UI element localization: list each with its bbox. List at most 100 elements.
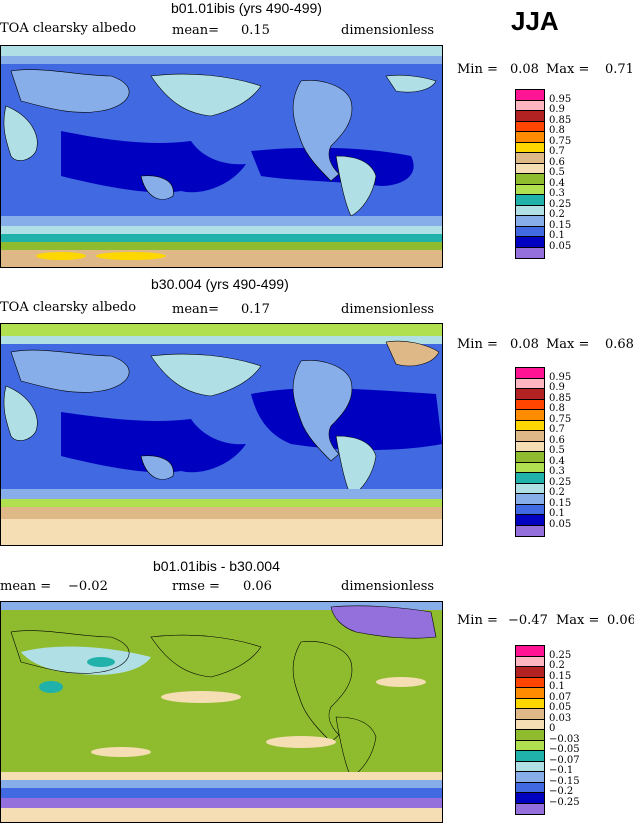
colorbar-tick-label: 0.7	[549, 146, 565, 157]
panel-1-title: b01.01ibis (yrs 490-499)	[171, 0, 322, 16]
panel-3-max-label: Max =	[556, 613, 600, 628]
colorbar-swatch	[516, 740, 544, 751]
colorbar-swatch	[516, 667, 544, 678]
panel-1-units: dimensionless	[341, 23, 435, 38]
colorbar-tick-label: 0.25	[549, 198, 572, 210]
colorbar-tick-label: 0.07	[549, 691, 572, 703]
colorbar-swatch	[516, 525, 544, 536]
panel-2-mean-value: 0.17	[241, 302, 270, 317]
colorbar-tick-label: 0.5	[549, 167, 565, 178]
colorbar-tick-label: 0.25	[549, 476, 572, 488]
colorbar-swatch	[516, 410, 544, 421]
colorbar-swatch	[516, 803, 544, 814]
colorbar-tick-label: −0.1	[549, 765, 574, 776]
panel-1-mean-value: 0.15	[241, 23, 270, 38]
colorbar-tick-label: 0.8	[549, 403, 565, 414]
colorbar-swatch	[516, 368, 544, 379]
colorbar-tick-label: 0.3	[549, 466, 565, 477]
colorbar-tick-label: 0.8	[549, 125, 565, 136]
panel-3-mean-value: −0.02	[68, 579, 108, 594]
colorbar-swatch	[516, 473, 544, 484]
colorbar-tick-label: 0.03	[549, 712, 572, 724]
colorbar-swatch	[516, 452, 544, 463]
colorbar-tick-label: 0.15	[549, 497, 572, 509]
colorbar-swatch	[516, 772, 544, 783]
panel-1-colorbar	[515, 89, 545, 259]
colorbar-swatch	[516, 132, 544, 143]
colorbar-tick-label: 0.85	[549, 392, 572, 404]
panel-2-units: dimensionless	[341, 302, 435, 317]
colorbar-swatch	[516, 761, 544, 772]
panel-3-units: dimensionless	[341, 579, 435, 594]
panel-1-mean-label: mean=	[172, 23, 220, 38]
season-label: JJA	[511, 6, 559, 36]
panel-2-max-label: Max =	[546, 337, 590, 352]
panel-1-min-value: 0.08	[510, 62, 539, 77]
colorbar-swatch	[516, 782, 544, 793]
colorbar-swatch	[516, 751, 544, 762]
panel-3-rmse-value: 0.06	[243, 579, 272, 594]
panel-2-variable-label: TOA clearsky albedo	[0, 300, 137, 315]
colorbar-swatch	[516, 90, 544, 101]
colorbar-tick-label: 0.75	[549, 413, 572, 425]
colorbar-swatch	[516, 121, 544, 132]
colorbar-tick-label: 0.7	[549, 424, 565, 435]
colorbar-tick-label: 0.95	[549, 93, 572, 105]
colorbar-tick-label: 0.9	[549, 104, 565, 115]
colorbar-swatch	[516, 420, 544, 431]
colorbar-swatch	[516, 205, 544, 216]
colorbar-swatch	[516, 515, 544, 526]
colorbar-tick-label: 0.1	[549, 230, 565, 241]
colorbar-tick-label: 0.05	[549, 240, 572, 252]
panel-3-rmse-label: rmse =	[172, 579, 220, 594]
colorbar-tick-label: 0.05	[549, 702, 572, 713]
colorbar-tick-label: −0.25	[549, 796, 580, 808]
panel-3-mean-label: mean =	[0, 579, 52, 594]
colorbar-swatch	[516, 730, 544, 741]
panel-2-min-label: Min =	[457, 337, 498, 352]
colorbar-tick-label: 0.1	[549, 681, 565, 692]
panel-1-map	[0, 45, 443, 268]
colorbar-tick-label: 0.1	[549, 508, 565, 519]
colorbar-swatch	[516, 698, 544, 709]
colorbar-swatch	[516, 719, 544, 730]
panel-3-max-value: 0.06	[607, 613, 634, 628]
colorbar-tick-label: −0.05	[549, 744, 580, 755]
colorbar-swatch	[516, 216, 544, 227]
colorbar-tick-label: −0.07	[549, 754, 580, 766]
colorbar-tick-label: 0.3	[549, 188, 565, 199]
colorbar-tick-label: 0.15	[549, 219, 572, 231]
colorbar-swatch	[516, 153, 544, 164]
colorbar-swatch	[516, 378, 544, 389]
colorbar-swatch	[516, 793, 544, 804]
colorbar-swatch	[516, 195, 544, 206]
colorbar-tick-label: 0.4	[549, 455, 565, 467]
colorbar-swatch	[516, 184, 544, 195]
colorbar-tick-label: 0.2	[549, 209, 565, 220]
panel-2-max-value: 0.68	[605, 337, 634, 352]
colorbar-tick-label: −0.2	[549, 786, 574, 797]
colorbar-tick-label: 0.2	[549, 487, 565, 498]
colorbar-tick-label: 0.75	[549, 135, 572, 147]
colorbar-swatch	[516, 226, 544, 237]
colorbar-tick-label: 0.6	[549, 156, 565, 168]
panel-3-title: b01.01ibis - b30.004	[153, 558, 280, 574]
colorbar-swatch	[516, 100, 544, 111]
colorbar-tick-label: 0.2	[549, 660, 565, 671]
panel-2-title: b30.004 (yrs 490-499)	[151, 276, 289, 292]
colorbar-tick-label: 0.9	[549, 382, 565, 393]
colorbar-swatch	[516, 462, 544, 473]
panel-2-min-value: 0.08	[510, 337, 539, 352]
panel-3-min-value: −0.47	[508, 613, 548, 628]
colorbar-swatch	[516, 656, 544, 667]
colorbar-swatch	[516, 483, 544, 494]
colorbar-swatch	[516, 494, 544, 505]
colorbar-swatch	[516, 431, 544, 442]
colorbar-swatch	[516, 174, 544, 185]
panel-1-max-value: 0.71	[605, 62, 634, 77]
colorbar-tick-label: 0.25	[549, 649, 572, 661]
panel-1-max-label: Max =	[546, 62, 590, 77]
colorbar-swatch	[516, 247, 544, 258]
colorbar-tick-label: 0	[549, 723, 556, 734]
panel-3-colorbar	[515, 645, 545, 815]
